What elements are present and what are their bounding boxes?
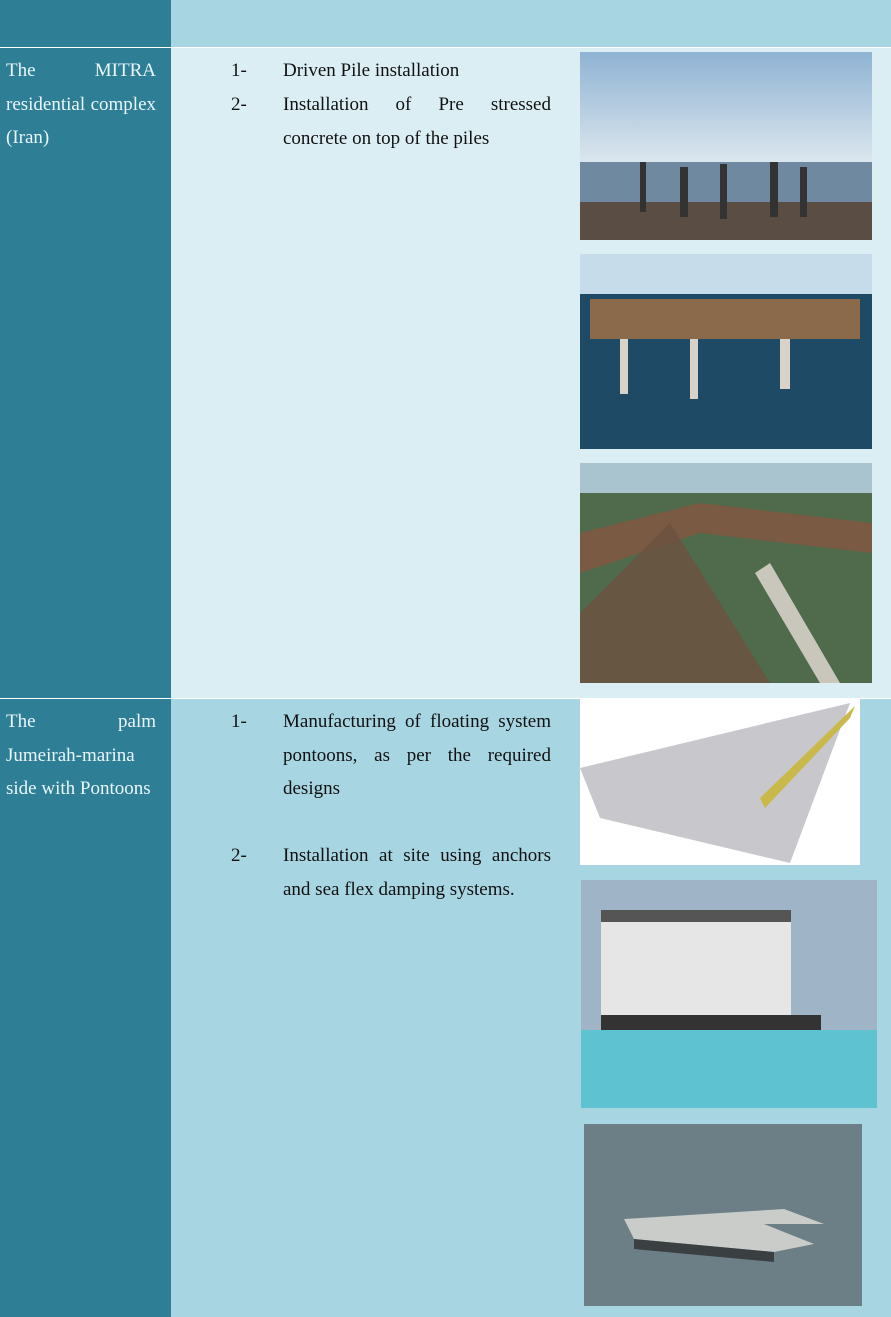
step-number: 1-: [231, 60, 247, 81]
step-text: Installation at site using anchors and s…: [283, 845, 551, 900]
step-number: 2-: [231, 845, 247, 866]
photo-pontoon-installed: [584, 1124, 862, 1306]
photo-villas: [580, 463, 872, 683]
row-2-name-cell: The palm Jumeirah-marina side with Ponto…: [0, 698, 171, 1317]
photo-piers: [580, 254, 872, 449]
photo-floating-house: [581, 880, 877, 1108]
step-number: 1-: [231, 711, 247, 732]
photo-pile-installation: [580, 52, 872, 240]
row-1-name-cell: The MITRA residential complex (Iran): [0, 47, 171, 698]
step-text: Installation of Pre stressed concrete on…: [283, 94, 551, 149]
project-name: The palm Jumeirah-marina side with Ponto…: [6, 711, 156, 799]
header-right: [171, 0, 891, 47]
step-number: 2-: [231, 94, 247, 115]
step-text: Driven Pile installation: [283, 60, 460, 81]
photo-pontoon-render: [580, 698, 860, 865]
project-name: The MITRA residential complex (Iran): [6, 60, 156, 148]
header-left: [0, 0, 171, 47]
step-text: Manufacturing of floating system pontoon…: [283, 711, 551, 799]
